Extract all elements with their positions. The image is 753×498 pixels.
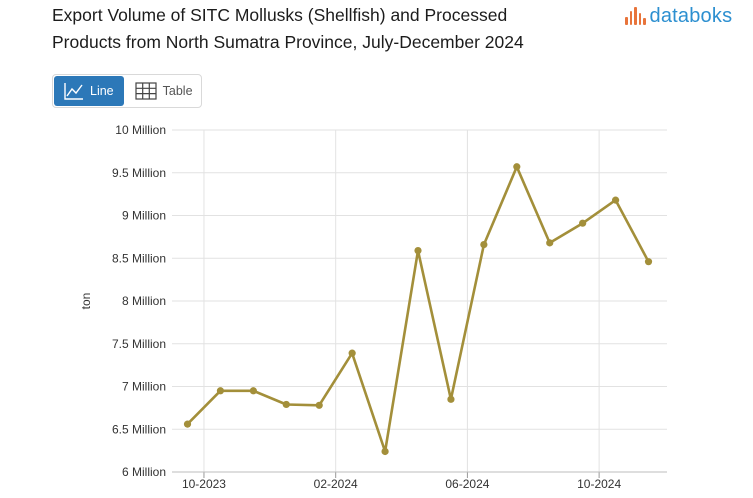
x-tick-label: 06-2024 (445, 477, 489, 491)
chart-title: Export Volume of SITC Mollusks (Shellfis… (52, 2, 592, 56)
table-grid-icon (135, 82, 157, 100)
y-tick-label: 7 Million (122, 380, 166, 394)
x-tick-label: 10-2024 (577, 477, 621, 491)
line-view-label: Line (90, 84, 114, 98)
chart-title-line-2: Products from North Sumatra Province, Ju… (52, 32, 524, 52)
data-point[interactable] (579, 219, 587, 227)
x-tick-label: 02-2024 (314, 477, 358, 491)
y-tick-label: 10 Million (115, 123, 166, 137)
series-line (186, 165, 650, 453)
table-view-label: Table (162, 84, 193, 98)
y-axis-label: ton (79, 293, 93, 310)
x-axis-ticks: 10-2023 02-2024 06-2024 10-2024 (182, 477, 622, 491)
y-axis-ticks: 6 Million 6.5 Million 7 Million 7.5 Million… (112, 123, 166, 479)
data-point[interactable] (480, 240, 488, 249)
data-points (183, 163, 653, 456)
databoks-logo[interactable]: databoks (625, 4, 732, 28)
logo-text: databoks (649, 4, 733, 27)
chart-title-line-1: Export Volume of SITC Mollusks (Shellfis… (52, 5, 508, 25)
line-chart-icon (64, 83, 83, 100)
logo-bars-icon (625, 7, 646, 25)
data-point[interactable] (348, 349, 356, 357)
table-view-button[interactable]: Table (125, 75, 203, 107)
data-point[interactable] (249, 387, 257, 395)
data-point[interactable] (282, 400, 290, 409)
y-tick-label: 7.5 Million (112, 337, 166, 351)
data-point[interactable] (183, 420, 192, 428)
y-tick-label: 8.5 Million (112, 251, 166, 265)
y-tick-label: 9 Million (122, 209, 166, 223)
data-point[interactable] (644, 258, 653, 266)
y-tick-label: 6.5 Million (112, 422, 166, 436)
data-point[interactable] (513, 163, 521, 171)
data-point[interactable] (447, 395, 455, 403)
data-point[interactable] (611, 196, 620, 204)
data-point[interactable] (546, 239, 554, 247)
data-point[interactable] (216, 387, 225, 395)
data-point[interactable] (315, 401, 323, 409)
view-toggle: Line Table (52, 74, 202, 108)
y-tick-label: 9.5 Million (112, 166, 166, 180)
data-point[interactable] (414, 246, 422, 255)
y-tick-label: 6 Million (122, 465, 166, 479)
data-point[interactable] (381, 447, 389, 456)
x-tick-label: 10-2023 (182, 477, 226, 491)
line-view-button[interactable]: Line (54, 76, 124, 106)
chart-grid (172, 129, 667, 478)
y-tick-label: 8 Million (122, 294, 166, 308)
